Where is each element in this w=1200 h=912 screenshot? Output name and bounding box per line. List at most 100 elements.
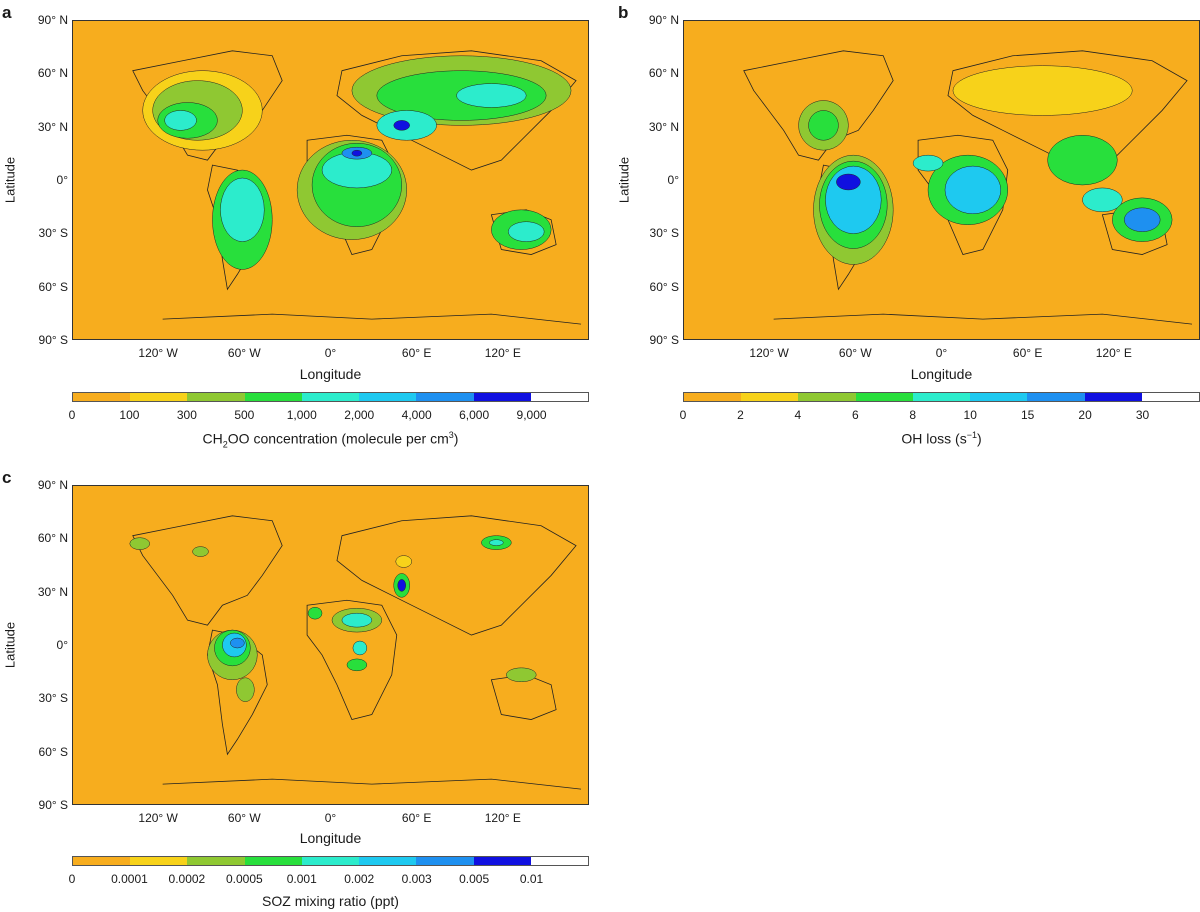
lat-tick: 0° bbox=[56, 638, 68, 652]
lon-tick: 0° bbox=[324, 346, 337, 360]
lon-tick: 60° W bbox=[838, 346, 872, 360]
lat-tick: 30° N bbox=[37, 119, 68, 134]
lat-tick: 60° S bbox=[38, 744, 68, 759]
lat-tick: 60° N bbox=[648, 66, 679, 81]
colorbar-tick: 2 bbox=[737, 408, 744, 422]
lon-tick: 120° W bbox=[138, 811, 178, 825]
colorbar-swatch bbox=[1141, 393, 1199, 401]
colorbar-tick: 2,000 bbox=[344, 408, 375, 422]
colorbar-swatch bbox=[798, 393, 856, 401]
colorbar-tick: 0.0002 bbox=[168, 872, 206, 886]
colorbar-tick: 0.003 bbox=[401, 872, 432, 886]
lat-tick: 0° bbox=[56, 173, 68, 187]
colorbar-tick: 100 bbox=[119, 408, 140, 422]
colorbar-b bbox=[683, 392, 1200, 402]
colorbar-tick: 1,000 bbox=[286, 408, 317, 422]
colorbar-swatch bbox=[473, 857, 531, 865]
colorbar-tick: 6 bbox=[851, 408, 859, 422]
colorbar-c bbox=[72, 856, 589, 866]
lon-tick: 60° E bbox=[401, 811, 432, 825]
contours-b bbox=[798, 65, 1173, 265]
colorbar-swatch bbox=[416, 857, 474, 865]
colorbar-tick: 20 bbox=[1078, 408, 1092, 422]
colorbar-swatch bbox=[359, 393, 417, 401]
colorbar-tick: 30 bbox=[1135, 408, 1150, 422]
colorbar-tick: 0.002 bbox=[344, 872, 375, 886]
lon-tick: 120° E bbox=[1095, 346, 1132, 360]
panel-letter-c: c bbox=[2, 468, 12, 487]
map-b-svg bbox=[743, 50, 1193, 325]
x-axis-label-c: Longitude bbox=[299, 830, 362, 846]
lat-tick: 30° N bbox=[37, 584, 68, 599]
colorbar-tick: 0 bbox=[679, 408, 687, 422]
lon-tick: 60° W bbox=[227, 811, 261, 825]
colorbar-swatch bbox=[741, 393, 799, 401]
colorbar-title-a: CH2OO concentration (molecule per cm3) bbox=[202, 430, 459, 450]
colorbar-tick: 0 bbox=[68, 408, 76, 422]
colorbar-tick: 0.005 bbox=[459, 872, 490, 886]
colorbar-tick: 9,000 bbox=[516, 408, 547, 422]
lat-tick: 90° N bbox=[37, 478, 68, 492]
colorbar-swatch bbox=[187, 857, 245, 865]
colorbar-swatch bbox=[530, 393, 588, 401]
colorbar-swatch bbox=[244, 393, 302, 401]
colorbar-title-c: SOZ mixing ratio (ppt) bbox=[262, 893, 399, 909]
colorbar-tick: 8 bbox=[909, 408, 917, 422]
colorbar-swatch bbox=[301, 857, 360, 865]
colorbar-tick: 0 bbox=[68, 872, 76, 886]
colorbar-swatch bbox=[130, 857, 188, 865]
colorbar-swatch bbox=[244, 857, 302, 865]
lat-tick: 90° N bbox=[648, 13, 679, 27]
panel-letter-a: a bbox=[2, 3, 12, 22]
map-c bbox=[72, 485, 589, 805]
lon-tick: 120° E bbox=[484, 811, 521, 825]
lat-tick: 90° S bbox=[649, 333, 679, 347]
colorbar-swatch bbox=[416, 393, 474, 401]
lon-tick: 60° W bbox=[227, 346, 261, 360]
colorbar-swatch bbox=[1084, 393, 1142, 401]
colorbar-tick: 15 bbox=[1020, 408, 1035, 422]
lon-tick: 120° W bbox=[138, 346, 178, 360]
lat-tick: 90° S bbox=[38, 333, 68, 347]
map-a bbox=[72, 20, 589, 340]
colorbar-swatch bbox=[73, 857, 131, 865]
lat-tick: 30° N bbox=[648, 119, 679, 134]
colorbar-swatch bbox=[73, 393, 131, 401]
colorbar-swatch bbox=[187, 393, 245, 401]
lat-tick: 30° S bbox=[38, 226, 68, 241]
lon-tick: 0° bbox=[324, 811, 337, 825]
land-outlines-c bbox=[132, 515, 582, 790]
lat-tick: 60° S bbox=[38, 279, 68, 294]
colorbar-swatch bbox=[301, 393, 360, 401]
colorbar-swatch bbox=[359, 857, 417, 865]
colorbar-swatch bbox=[912, 393, 971, 401]
colorbar-tick: 0.001 bbox=[286, 872, 317, 886]
colorbar-a bbox=[72, 392, 589, 402]
colorbar-tick: 4 bbox=[794, 408, 802, 422]
colorbar-tick: 0.0005 bbox=[225, 872, 263, 886]
lat-tick: 90° S bbox=[38, 798, 68, 812]
colorbar-tick: 4,000 bbox=[401, 408, 432, 422]
lat-tick: 0° bbox=[667, 173, 679, 187]
contours-c bbox=[129, 535, 537, 702]
lat-tick: 60° S bbox=[649, 279, 679, 294]
colorbar-tick: 0.0001 bbox=[111, 872, 148, 886]
colorbar-swatch bbox=[1027, 393, 1085, 401]
x-axis-label-b: Longitude bbox=[910, 366, 973, 382]
colorbar-tick: 300 bbox=[176, 408, 197, 422]
lat-tick: 60° N bbox=[37, 66, 68, 81]
colorbar-swatch bbox=[130, 393, 188, 401]
lat-tick: 30° S bbox=[38, 691, 68, 706]
contours-a bbox=[142, 55, 572, 270]
colorbar-tick: 6,000 bbox=[459, 408, 490, 422]
lon-tick: 120° W bbox=[749, 346, 789, 360]
colorbar-tick: 0.01 bbox=[519, 872, 544, 886]
colorbar-tick: 10 bbox=[963, 408, 977, 422]
map-c-svg bbox=[129, 515, 582, 790]
lon-tick: 120° E bbox=[484, 346, 521, 360]
colorbar-swatch bbox=[530, 857, 588, 865]
map-b bbox=[683, 20, 1200, 340]
colorbar-swatch bbox=[473, 393, 531, 401]
lon-tick: 60° E bbox=[1012, 346, 1043, 360]
panel-letter-b: b bbox=[618, 3, 629, 22]
